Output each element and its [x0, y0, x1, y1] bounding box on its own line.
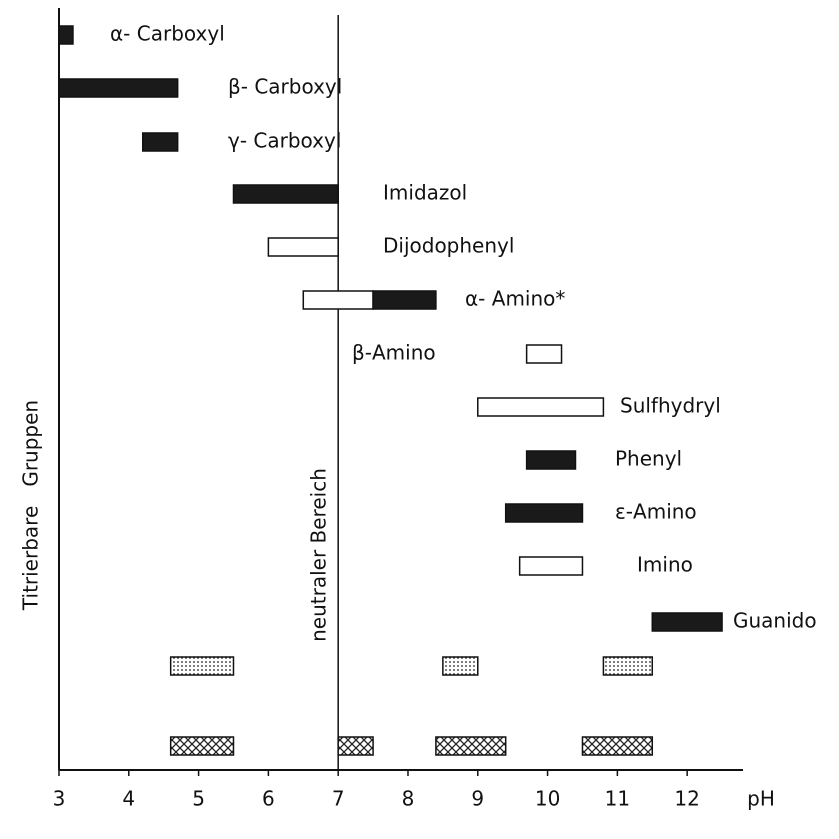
range-bar [337, 736, 374, 756]
group-label: β-Amino [352, 341, 436, 365]
x-tick-label: 9 [471, 787, 484, 811]
y-axis-label: Titrierbare Gruppen [19, 400, 43, 611]
group-label: α- Amino* [465, 287, 565, 311]
range-bar [581, 736, 654, 756]
range-bar [525, 450, 577, 470]
range-bar [169, 736, 235, 756]
x-tick-label: 8 [402, 787, 415, 811]
range-bar [504, 503, 584, 523]
x-tick-label: 12 [674, 787, 699, 811]
range-bar [169, 656, 235, 676]
range-bar [58, 78, 179, 98]
range-bar [267, 237, 339, 257]
group-label: Imino [637, 553, 693, 577]
x-tick-label: 5 [192, 787, 205, 811]
group-label: Dijodophenyl [383, 234, 514, 258]
range-bar [518, 556, 584, 576]
group-label: Phenyl [615, 447, 682, 471]
range-bar [302, 290, 374, 310]
group-label: β- Carboxyl [228, 75, 342, 99]
group-label: ε-Amino [615, 500, 697, 524]
group-label: Guanido [733, 609, 817, 633]
range-bar [477, 397, 605, 417]
group-label: Imidazol [383, 181, 467, 205]
x-axis-label: pH [747, 787, 775, 811]
group-label: γ- Carboxyl [228, 129, 341, 153]
x-tick-label: 7 [332, 787, 345, 811]
range-bar [442, 656, 479, 676]
x-tick-label: 4 [122, 787, 135, 811]
range-bar [525, 344, 563, 364]
range-bar [435, 736, 507, 756]
x-tick-label: 10 [535, 787, 560, 811]
x-tick-label: 3 [53, 787, 66, 811]
range-bar [232, 184, 339, 204]
range-bar [651, 612, 723, 632]
range-bar [602, 656, 654, 676]
group-label: α- Carboxyl [110, 22, 225, 46]
x-tick-label: 6 [262, 787, 275, 811]
range-bar [142, 132, 179, 152]
x-tick-label: 11 [605, 787, 630, 811]
group-label: Sulfhydryl [620, 394, 721, 418]
range-bar [372, 290, 437, 310]
neutral-label: neutraler Bereich [307, 468, 331, 642]
range-bar [58, 25, 74, 45]
